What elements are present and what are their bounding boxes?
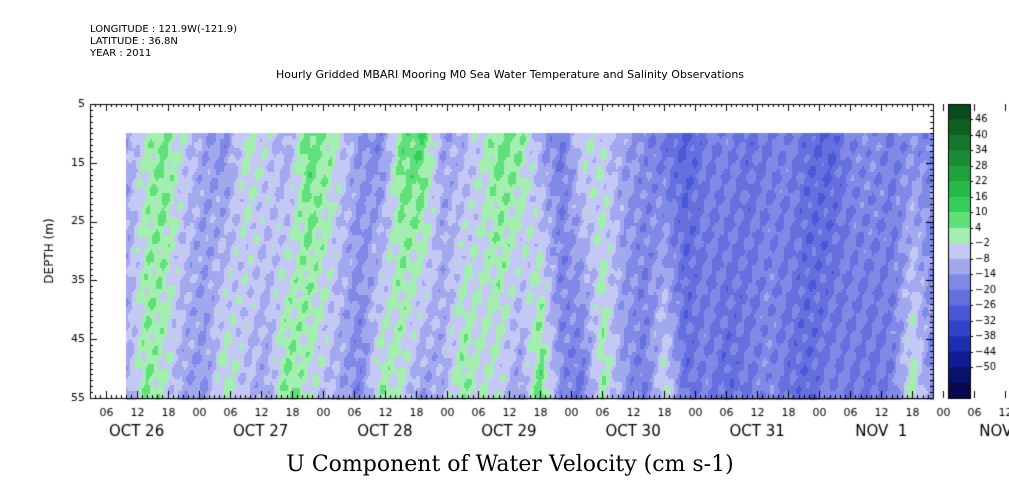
variable-title: U Component of Water Velocity (cm s-1)	[286, 452, 734, 477]
year-label: YEAR : 2011	[90, 48, 152, 59]
chart-title: Hourly Gridded MBARI Mooring M0 Sea Wate…	[275, 68, 745, 81]
longitude-label: LONGITUDE : 121.9W(-121.9)	[90, 24, 237, 35]
latitude-label: LATITUDE : 36.8N	[90, 36, 178, 47]
